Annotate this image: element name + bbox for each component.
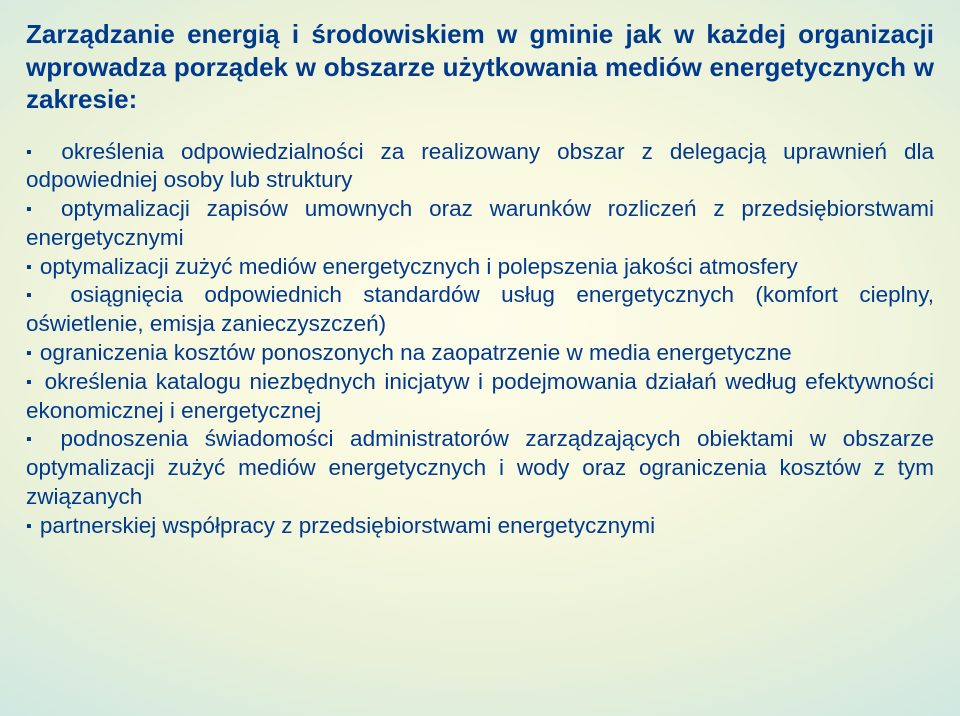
list-item: optymalizacji zapisów umownych oraz waru… xyxy=(26,195,934,253)
list-item: określenia odpowiedzialności za realizow… xyxy=(26,138,934,196)
list-item: osiągnięcia odpowiednich standardów usłu… xyxy=(26,281,934,339)
bullet-list: określenia odpowiedzialności za realizow… xyxy=(26,138,934,541)
list-item: partnerskiej współpracy z przedsiębiorst… xyxy=(26,512,934,541)
list-item: podnoszenia świadomości administratorów … xyxy=(26,425,934,511)
list-item: określenia katalogu niezbędnych inicjaty… xyxy=(26,368,934,426)
list-item: optymalizacji zużyć mediów energetycznyc… xyxy=(26,253,934,282)
list-item: ograniczenia kosztów ponoszonych na zaop… xyxy=(26,339,934,368)
slide-title: Zarządzanie energią i środowiskiem w gmi… xyxy=(26,18,934,116)
